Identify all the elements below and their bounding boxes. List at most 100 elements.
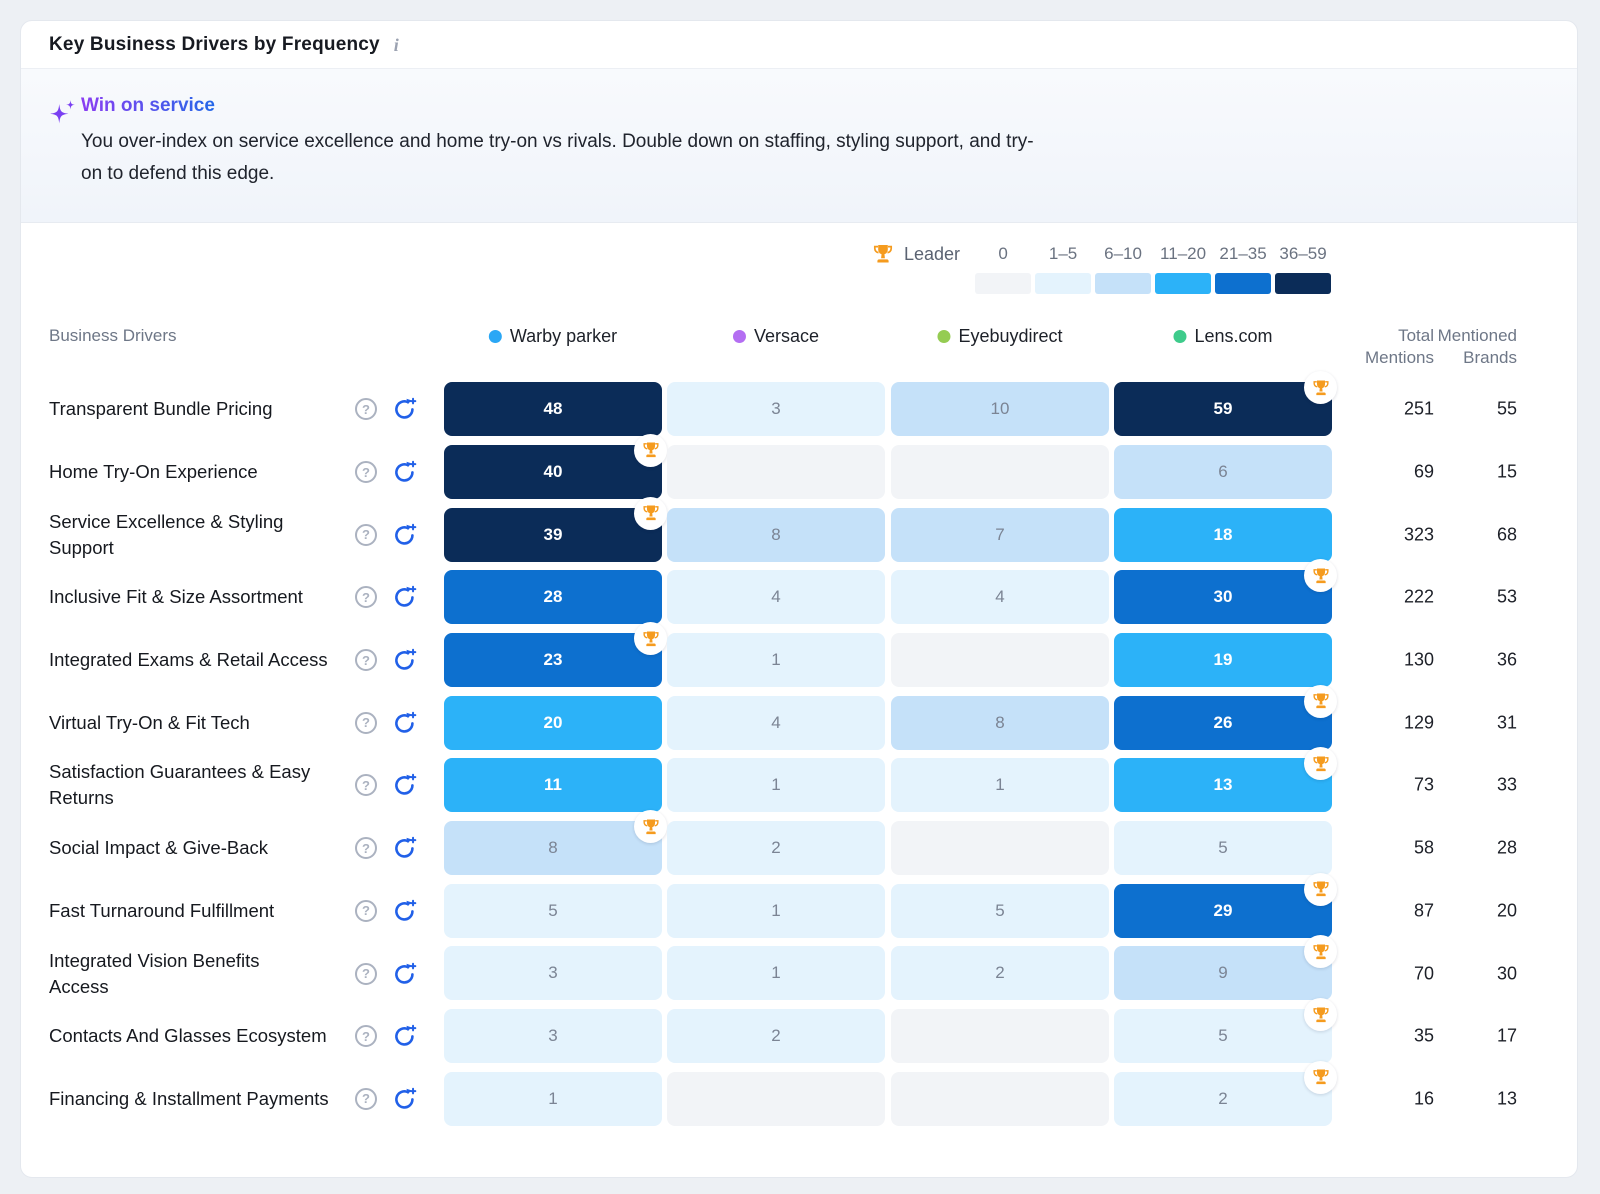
- heatmap-cell[interactable]: 2: [667, 821, 885, 876]
- heatmap-cell[interactable]: [891, 1009, 1109, 1064]
- trophy-icon: [1312, 693, 1329, 709]
- refresh-icon[interactable]: [392, 460, 417, 485]
- help-icon[interactable]: ?: [355, 398, 377, 421]
- insight-title: Win on service: [81, 95, 215, 116]
- driver-label: Satisfaction Guarantees & Easy Returns: [49, 761, 311, 809]
- heatmap-cell[interactable]: 59: [1114, 371, 1337, 437]
- driver-label: Contacts And Glasses Ecosystem: [49, 1025, 327, 1047]
- refresh-icon[interactable]: [392, 522, 417, 547]
- help-icon[interactable]: ?: [355, 711, 377, 734]
- heatmap-cell[interactable]: 39: [444, 496, 667, 562]
- trophy-icon: [1312, 568, 1329, 583]
- heatmap-cell[interactable]: 3: [444, 1009, 662, 1064]
- heatmap-cell[interactable]: [891, 444, 1109, 499]
- heatmap-cell[interactable]: 6: [1114, 444, 1332, 499]
- heatmap-cell[interactable]: 26: [1114, 684, 1337, 750]
- heatmap-cell[interactable]: 5: [444, 883, 662, 938]
- heatmap-cell[interactable]: 1: [667, 633, 885, 688]
- help-icon[interactable]: ?: [355, 523, 377, 546]
- brand-column-header-warby-parker: Warby parker: [488, 325, 618, 347]
- column-header-total-mentions: Total Mentions: [1365, 326, 1434, 367]
- heatmap-cell[interactable]: 3: [667, 382, 885, 437]
- key-business-drivers-card: Key Business Drivers by Frequency i Win …: [20, 20, 1578, 1178]
- heatmap-cell[interactable]: 2: [891, 946, 1109, 1001]
- heatmap-cell[interactable]: 1: [891, 758, 1109, 813]
- leader-trophy-badge: [634, 810, 667, 844]
- heatmap-cell[interactable]: 29: [1114, 872, 1337, 938]
- refresh-icon[interactable]: [392, 961, 417, 986]
- heatmap-cell[interactable]: 1: [667, 946, 885, 1001]
- refresh-icon[interactable]: [392, 710, 417, 735]
- heatmap-cell[interactable]: 30: [1114, 559, 1337, 625]
- help-icon[interactable]: ?: [355, 899, 377, 922]
- total-mentions-value: 129: [1403, 712, 1434, 733]
- heatmap-cell[interactable]: 10: [891, 382, 1109, 437]
- legend-bin-label: 1–5: [1048, 244, 1078, 263]
- heatmap-cell[interactable]: 8: [667, 507, 885, 562]
- refresh-icon[interactable]: [392, 836, 417, 861]
- heatmap-cell[interactable]: 48: [444, 382, 662, 437]
- heatmap-cell[interactable]: 5: [1114, 998, 1337, 1064]
- brand-name: Warby parker: [509, 326, 618, 346]
- help-icon[interactable]: ?: [355, 461, 377, 484]
- help-icon[interactable]: ?: [355, 1025, 377, 1048]
- heatmap-cell[interactable]: 5: [891, 883, 1109, 938]
- heatmap-cell[interactable]: 8: [891, 695, 1109, 750]
- trophy-icon: [642, 442, 659, 458]
- total-mentions-value: 222: [1403, 586, 1434, 607]
- heatmap-cell[interactable]: 28: [444, 570, 662, 625]
- heatmap-cell[interactable]: 3: [444, 946, 662, 1001]
- table-row: Service Excellence & Styling Support ? 3…: [21, 496, 1577, 566]
- refresh-icon[interactable]: [392, 648, 417, 673]
- heatmap-cell[interactable]: 20: [444, 695, 662, 750]
- heatmap-cell[interactable]: 18: [1114, 507, 1332, 562]
- heatmap-cell[interactable]: 40: [444, 433, 667, 499]
- mentioned-brands-value: 33: [1496, 774, 1517, 795]
- help-icon[interactable]: ?: [355, 774, 377, 797]
- brand-dot-icon: [732, 329, 746, 343]
- refresh-icon[interactable]: [392, 1024, 417, 1049]
- heatmap-cell[interactable]: 1: [444, 1071, 662, 1126]
- legend-bin-swatch: [1215, 273, 1272, 294]
- refresh-icon[interactable]: [392, 1086, 417, 1111]
- total-mentions-value: 35: [1413, 1025, 1434, 1046]
- trophy-icon: [1312, 1007, 1329, 1022]
- driver-label: Service Excellence & Styling Support: [49, 510, 284, 558]
- leader-trophy-badge: [1304, 684, 1337, 718]
- refresh-icon[interactable]: [392, 773, 417, 798]
- mentioned-brands-value: 53: [1496, 586, 1517, 607]
- heatmap-cell[interactable]: 23: [444, 622, 667, 688]
- heatmap-cell[interactable]: 4: [667, 695, 885, 750]
- heatmap-cell[interactable]: 11: [444, 758, 662, 813]
- refresh-icon[interactable]: [392, 397, 417, 422]
- heatmap-cell[interactable]: [891, 821, 1109, 876]
- heatmap-cell[interactable]: [891, 1071, 1109, 1126]
- legend-leader: Leader: [871, 243, 960, 265]
- heatmap-cell[interactable]: 1: [667, 758, 885, 813]
- legend-bin: 6–10: [1095, 243, 1152, 294]
- heatmap-cell[interactable]: 4: [667, 570, 885, 625]
- heatmap-cell[interactable]: 19: [1114, 633, 1332, 688]
- heatmap-cell[interactable]: [891, 633, 1109, 688]
- heatmap-cell[interactable]: 2: [1114, 1060, 1337, 1126]
- info-icon[interactable]: i: [393, 34, 399, 55]
- heatmap-cell[interactable]: 8: [444, 810, 667, 876]
- heatmap-cell[interactable]: 5: [1114, 821, 1332, 876]
- refresh-icon[interactable]: [392, 898, 417, 923]
- heatmap-cell[interactable]: 13: [1114, 747, 1337, 813]
- heatmap-cell[interactable]: 4: [891, 570, 1109, 625]
- heatmap-cell[interactable]: [667, 1071, 885, 1126]
- help-icon[interactable]: ?: [355, 1087, 377, 1110]
- refresh-icon[interactable]: [392, 585, 417, 610]
- heatmap-cell[interactable]: 7: [891, 507, 1109, 562]
- help-icon[interactable]: ?: [355, 962, 377, 985]
- help-icon[interactable]: ?: [355, 649, 377, 672]
- heatmap-cell[interactable]: 9: [1114, 935, 1337, 1001]
- help-icon[interactable]: ?: [355, 837, 377, 860]
- legend-bin-label: 6–10: [1104, 244, 1142, 263]
- help-icon[interactable]: ?: [355, 586, 377, 609]
- mentioned-brands-value: 55: [1496, 398, 1517, 419]
- heatmap-cell[interactable]: 2: [667, 1009, 885, 1064]
- heatmap-cell[interactable]: [667, 444, 885, 499]
- heatmap-cell[interactable]: 1: [667, 883, 885, 938]
